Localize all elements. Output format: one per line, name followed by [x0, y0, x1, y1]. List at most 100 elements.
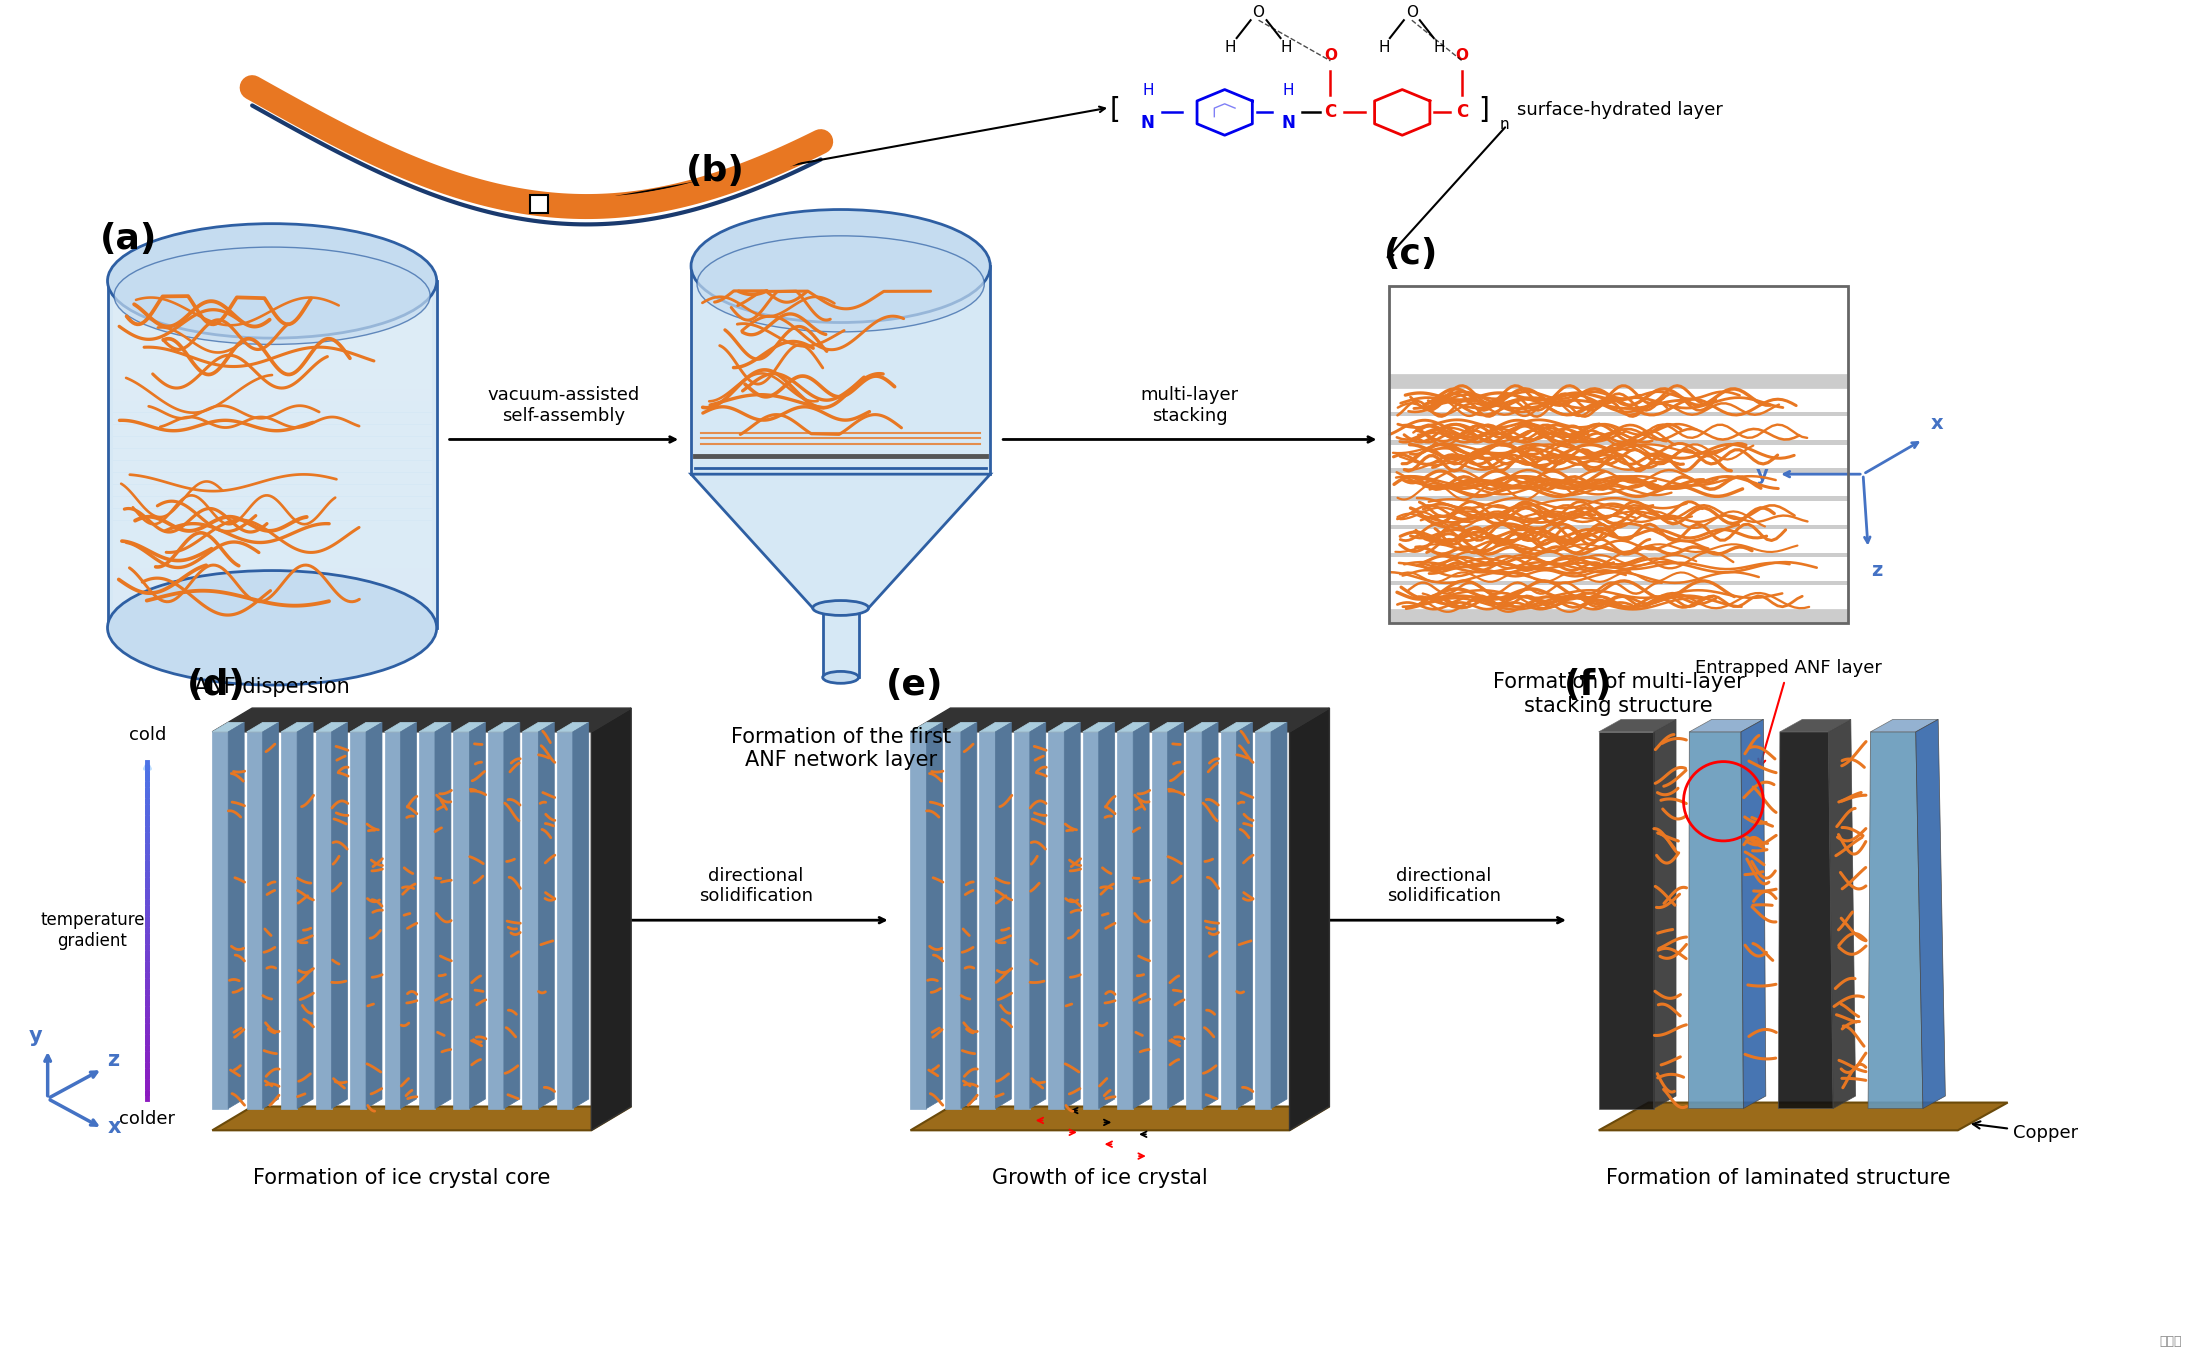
Polygon shape	[247, 723, 280, 732]
Polygon shape	[1116, 723, 1149, 732]
Polygon shape	[418, 723, 451, 732]
FancyBboxPatch shape	[112, 293, 432, 305]
Ellipse shape	[115, 246, 429, 345]
FancyBboxPatch shape	[112, 389, 432, 401]
Text: Formation of laminated structure: Formation of laminated structure	[1605, 1168, 1951, 1188]
FancyBboxPatch shape	[112, 270, 432, 281]
Polygon shape	[909, 723, 942, 732]
Text: H: H	[1224, 40, 1235, 55]
FancyBboxPatch shape	[112, 437, 432, 449]
Polygon shape	[1916, 719, 1944, 1109]
Polygon shape	[315, 732, 333, 1109]
Text: H: H	[1434, 40, 1445, 55]
Text: (d): (d)	[187, 668, 247, 702]
Polygon shape	[1220, 732, 1238, 1109]
Text: ]: ]	[1478, 96, 1489, 125]
Polygon shape	[1689, 719, 1764, 732]
Polygon shape	[945, 723, 978, 732]
Text: ANF dispersion: ANF dispersion	[194, 678, 350, 697]
FancyBboxPatch shape	[112, 413, 432, 424]
FancyBboxPatch shape	[112, 568, 432, 580]
Polygon shape	[315, 723, 348, 732]
Polygon shape	[980, 732, 995, 1109]
FancyBboxPatch shape	[1389, 468, 1847, 472]
FancyBboxPatch shape	[112, 366, 432, 376]
Polygon shape	[504, 723, 520, 1109]
Polygon shape	[436, 723, 451, 1109]
FancyBboxPatch shape	[112, 556, 432, 568]
Text: multi-layer
stacking: multi-layer stacking	[1141, 386, 1240, 424]
Polygon shape	[1255, 732, 1271, 1109]
Polygon shape	[401, 723, 416, 1109]
Polygon shape	[418, 732, 436, 1109]
FancyBboxPatch shape	[112, 401, 432, 412]
Polygon shape	[522, 723, 555, 732]
Text: Entrapped ANF layer: Entrapped ANF layer	[1696, 660, 1883, 767]
Polygon shape	[1654, 719, 1676, 1109]
Ellipse shape	[108, 571, 436, 684]
Polygon shape	[1779, 719, 1852, 732]
Text: O: O	[1456, 48, 1469, 63]
Text: Formation of multi-layer
stacking structure: Formation of multi-layer stacking struct…	[1493, 672, 1744, 716]
Polygon shape	[1167, 723, 1185, 1109]
Polygon shape	[1187, 732, 1202, 1109]
FancyBboxPatch shape	[1389, 412, 1847, 416]
Polygon shape	[1083, 732, 1099, 1109]
Polygon shape	[1867, 732, 1922, 1109]
Text: y: y	[29, 1027, 42, 1046]
Text: (f): (f)	[1563, 668, 1612, 702]
Polygon shape	[333, 723, 348, 1109]
Text: (a): (a)	[99, 222, 156, 256]
Text: H: H	[1143, 82, 1154, 97]
Text: colder: colder	[119, 1110, 176, 1128]
Text: H: H	[1378, 40, 1389, 55]
Polygon shape	[1152, 732, 1167, 1109]
Polygon shape	[1271, 723, 1286, 1109]
Text: O: O	[1405, 5, 1418, 21]
Polygon shape	[1599, 1102, 2008, 1131]
Polygon shape	[211, 708, 632, 732]
Polygon shape	[211, 732, 229, 1109]
Text: temperature
gradient: temperature gradient	[40, 910, 145, 950]
Polygon shape	[1202, 723, 1218, 1109]
Polygon shape	[454, 732, 469, 1109]
Polygon shape	[945, 732, 960, 1109]
Polygon shape	[927, 723, 942, 1109]
Polygon shape	[350, 732, 366, 1109]
Text: surface-hydrated layer: surface-hydrated layer	[1517, 101, 1722, 119]
Text: z: z	[1872, 561, 1883, 580]
Text: directional
solidification: directional solidification	[698, 867, 813, 905]
Polygon shape	[1290, 708, 1330, 1131]
Ellipse shape	[698, 235, 984, 331]
Polygon shape	[1869, 719, 1938, 732]
Polygon shape	[1187, 723, 1218, 732]
Bar	[531, 194, 548, 212]
Text: N: N	[1282, 115, 1295, 133]
Polygon shape	[350, 723, 381, 732]
Polygon shape	[211, 1106, 632, 1131]
Polygon shape	[385, 723, 416, 732]
FancyBboxPatch shape	[1389, 609, 1847, 623]
Ellipse shape	[691, 209, 991, 323]
Polygon shape	[909, 732, 927, 1109]
FancyBboxPatch shape	[112, 461, 432, 472]
Polygon shape	[1013, 732, 1031, 1109]
Polygon shape	[1083, 723, 1114, 732]
Polygon shape	[489, 732, 504, 1109]
Text: z: z	[108, 1050, 119, 1071]
Polygon shape	[247, 732, 262, 1109]
FancyBboxPatch shape	[108, 281, 436, 628]
Text: n: n	[1500, 116, 1511, 131]
FancyBboxPatch shape	[112, 329, 432, 341]
Polygon shape	[960, 723, 978, 1109]
Polygon shape	[297, 723, 313, 1109]
FancyBboxPatch shape	[112, 520, 432, 533]
FancyBboxPatch shape	[112, 485, 432, 496]
Polygon shape	[1689, 732, 1744, 1109]
Text: (b): (b)	[687, 153, 744, 188]
Polygon shape	[1220, 723, 1253, 732]
Text: y: y	[1755, 464, 1768, 483]
Polygon shape	[454, 723, 484, 732]
FancyBboxPatch shape	[824, 608, 859, 678]
Text: (e): (e)	[885, 668, 942, 702]
